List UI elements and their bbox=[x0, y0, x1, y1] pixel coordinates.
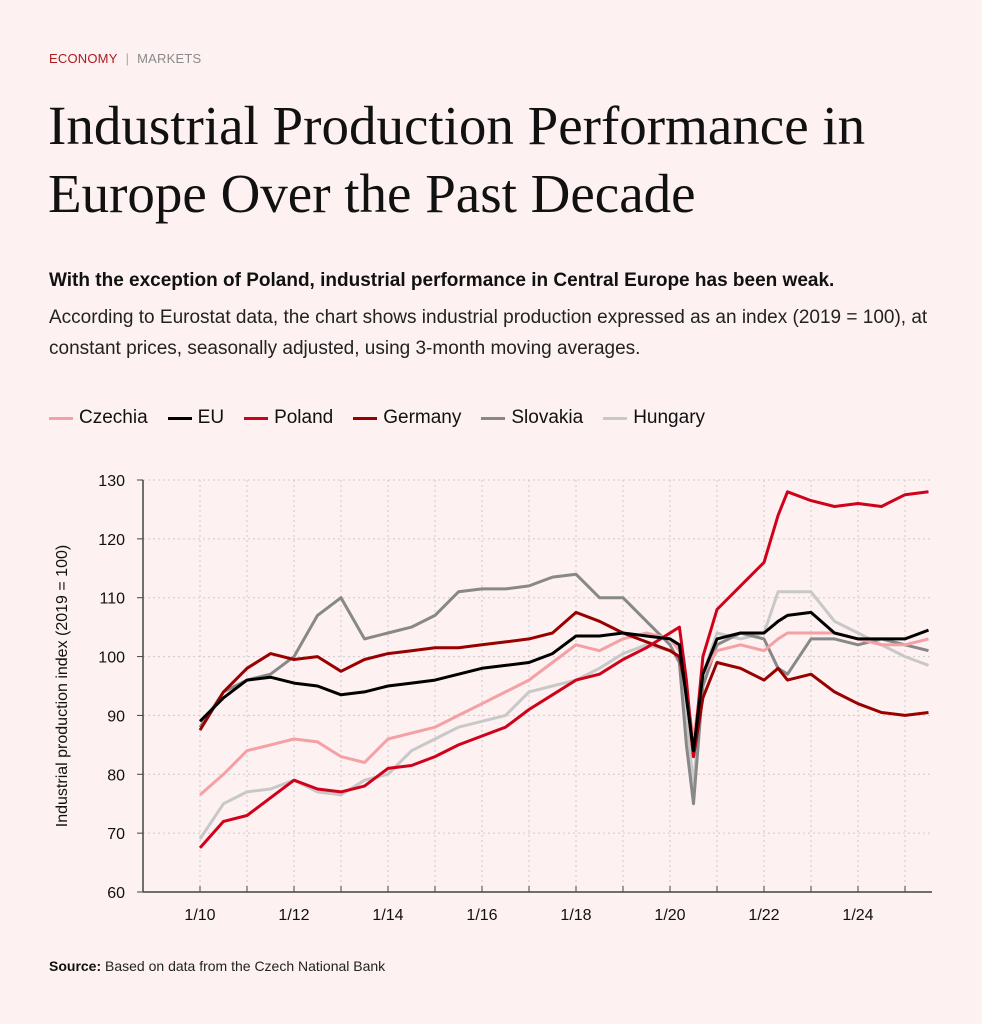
legend-item-eu[interactable]: EU bbox=[167, 407, 225, 429]
series-line-hungary bbox=[198, 590, 930, 840]
y-axis-title: Industrial production index (2019 = 100) bbox=[54, 545, 71, 827]
page-title: Industrial Production Performance in Eur… bbox=[48, 95, 866, 224]
legend-item-germany[interactable]: Germany bbox=[353, 407, 461, 429]
legend-label: Germany bbox=[383, 407, 462, 428]
legend-swatch bbox=[244, 416, 269, 420]
y-tick-label: 80 bbox=[107, 767, 125, 784]
description-text: According to Eurostat data, the chart sh… bbox=[49, 307, 928, 359]
legend-label: Slovakia bbox=[511, 407, 584, 428]
legend-label: Poland bbox=[274, 407, 334, 428]
kicker-separator: | bbox=[125, 51, 130, 66]
series-line-poland bbox=[198, 490, 929, 849]
x-tick-label: 1/20 bbox=[654, 907, 685, 924]
legend-item-czechia[interactable]: Czechia bbox=[49, 407, 148, 429]
x-tick-label: 1/10 bbox=[184, 907, 215, 924]
legend-swatch bbox=[603, 416, 628, 420]
source-label: Source: bbox=[49, 958, 102, 974]
y-tick-label: 120 bbox=[98, 532, 125, 549]
legend-item-hungary[interactable]: Hungary bbox=[603, 407, 705, 429]
chart-legend: Czechia EU Poland Germany Slovakia Hungary bbox=[49, 407, 705, 429]
section-label[interactable]: ECONOMY bbox=[49, 51, 118, 66]
legend-label: Hungary bbox=[633, 407, 706, 428]
subsection-label[interactable]: MARKETS bbox=[137, 51, 202, 66]
legend-swatch bbox=[481, 416, 506, 420]
y-tick-label: 130 bbox=[98, 473, 125, 490]
legend-item-slovakia[interactable]: Slovakia bbox=[481, 407, 583, 429]
x-tick-label: 1/16 bbox=[466, 907, 497, 924]
lead-text: With the exception of Poland, industrial… bbox=[49, 270, 835, 291]
legend-swatch bbox=[49, 416, 73, 420]
x-tick-label: 1/22 bbox=[748, 907, 779, 924]
series-line-germany bbox=[198, 610, 929, 759]
legend-item-poland[interactable]: Poland bbox=[244, 407, 333, 429]
series-line-czechia bbox=[199, 631, 929, 797]
y-tick-label: 110 bbox=[99, 591, 125, 608]
legend-label: Czechia bbox=[79, 407, 148, 428]
x-tick-label: 1/14 bbox=[372, 907, 403, 924]
source-note: Source: Based on data from the Czech Nat… bbox=[49, 958, 385, 974]
x-tick-label: 1/12 bbox=[278, 907, 309, 924]
kicker: ECONOMY | MARKETS bbox=[49, 51, 201, 66]
x-tick-label: 1/24 bbox=[842, 907, 873, 924]
series-line-eu bbox=[198, 610, 930, 753]
legend-label: EU bbox=[197, 407, 225, 428]
legend-swatch bbox=[167, 416, 192, 420]
x-tick-label: 1/18 bbox=[560, 907, 591, 924]
y-tick-label: 70 bbox=[107, 826, 125, 843]
series-line-slovakia bbox=[198, 572, 929, 806]
y-tick-label: 60 bbox=[107, 885, 125, 902]
y-tick-label: 90 bbox=[107, 708, 125, 725]
y-tick-label: 100 bbox=[98, 650, 125, 667]
legend-swatch bbox=[353, 416, 378, 420]
source-text: Based on data from the Czech National Ba… bbox=[105, 958, 386, 974]
